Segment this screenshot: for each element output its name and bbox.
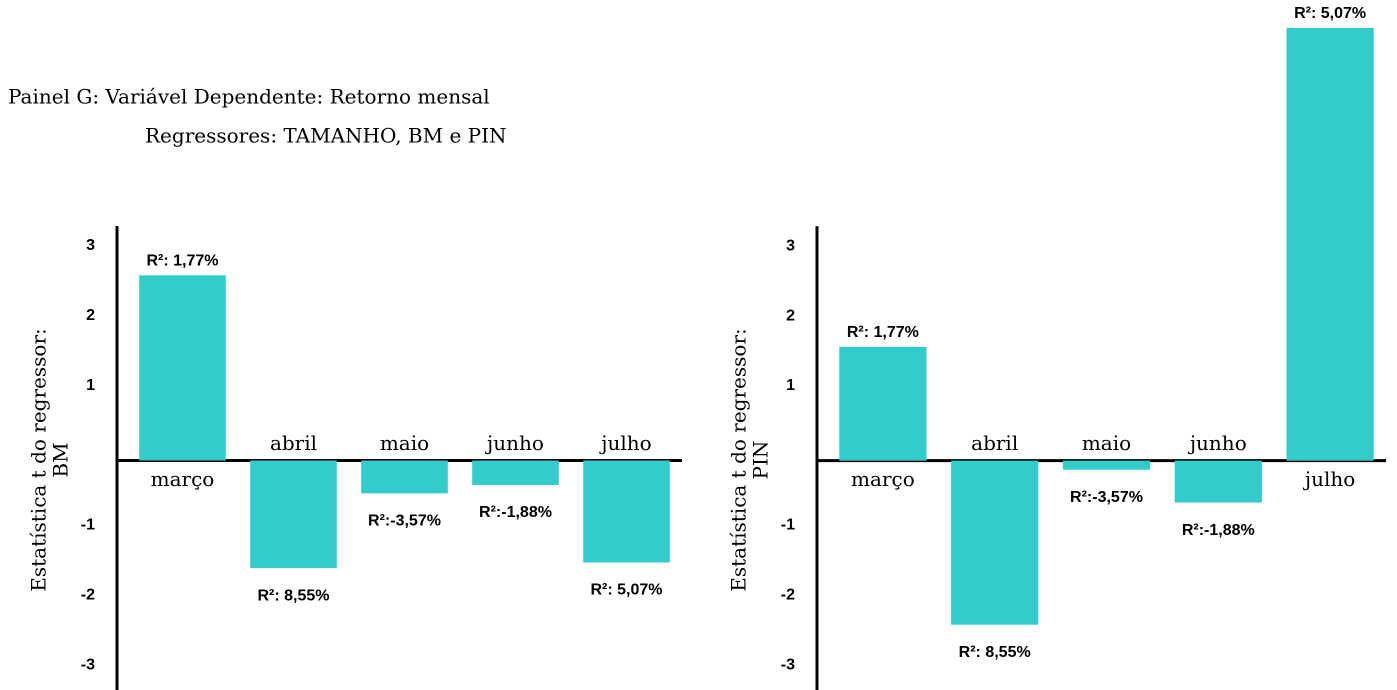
x-tick-label: março	[151, 467, 215, 491]
x-tick-label: abril	[971, 431, 1018, 455]
bar	[472, 460, 559, 485]
y-axis-label: Estatística t do regressor:	[27, 328, 51, 592]
y-tick-label: -2	[781, 586, 795, 603]
x-tick-label: maio	[380, 431, 429, 455]
y-tick-label: 3	[86, 237, 95, 254]
x-tick-label: julho	[599, 431, 651, 455]
y-tick-label: -1	[781, 517, 795, 534]
r2-label: R²: 1,77%	[146, 253, 218, 270]
y-tick-label: 3	[786, 237, 795, 254]
y-tick-label: 1	[786, 377, 795, 394]
panel-subtitle: Regressores: TAMANHO, BM e PIN	[145, 124, 507, 148]
bar	[139, 275, 226, 461]
x-tick-label: junho	[485, 431, 544, 455]
x-tick-label: abril	[270, 431, 317, 455]
y-tick-label: -3	[81, 656, 95, 673]
x-tick-label: maio	[1082, 431, 1131, 455]
y-axis-label: Estatística t do regressor:	[727, 328, 751, 592]
bar	[951, 460, 1039, 625]
r2-label: R²:-3,57%	[1070, 489, 1143, 506]
y-tick-label: 2	[786, 307, 795, 324]
x-tick-label: março	[851, 467, 915, 491]
bar	[1286, 27, 1374, 461]
y-tick-label: 1	[86, 377, 95, 394]
r2-label: R²: 1,77%	[847, 324, 919, 341]
y-tick-label: -2	[81, 586, 95, 603]
x-tick-label: junho	[1188, 431, 1247, 455]
bar	[250, 460, 337, 569]
r2-label: R²: 5,07%	[1294, 5, 1366, 22]
y-axis-label: PIN	[749, 441, 773, 480]
r2-label: R²: 8,55%	[959, 644, 1031, 661]
r2-label: R²:-3,57%	[368, 513, 441, 530]
r2-label: R²: 5,07%	[590, 582, 662, 599]
r2-label: R²:-1,88%	[479, 504, 552, 521]
bar	[1174, 460, 1262, 503]
panel-title: Painel G: Variável Dependente: Retorno m…	[8, 85, 490, 109]
y-tick-label: -1	[81, 517, 95, 534]
bar	[583, 460, 670, 563]
y-tick-label: -3	[781, 656, 795, 673]
y-tick-label: 2	[86, 307, 95, 324]
bar	[361, 460, 448, 494]
r2-label: R²: 8,55%	[257, 587, 329, 604]
y-axis-label: BM	[49, 442, 73, 477]
bar	[1062, 460, 1151, 470]
r2-label: R²:-1,88%	[1182, 522, 1255, 539]
bar	[839, 346, 927, 461]
x-tick-label: julho	[1303, 467, 1355, 491]
